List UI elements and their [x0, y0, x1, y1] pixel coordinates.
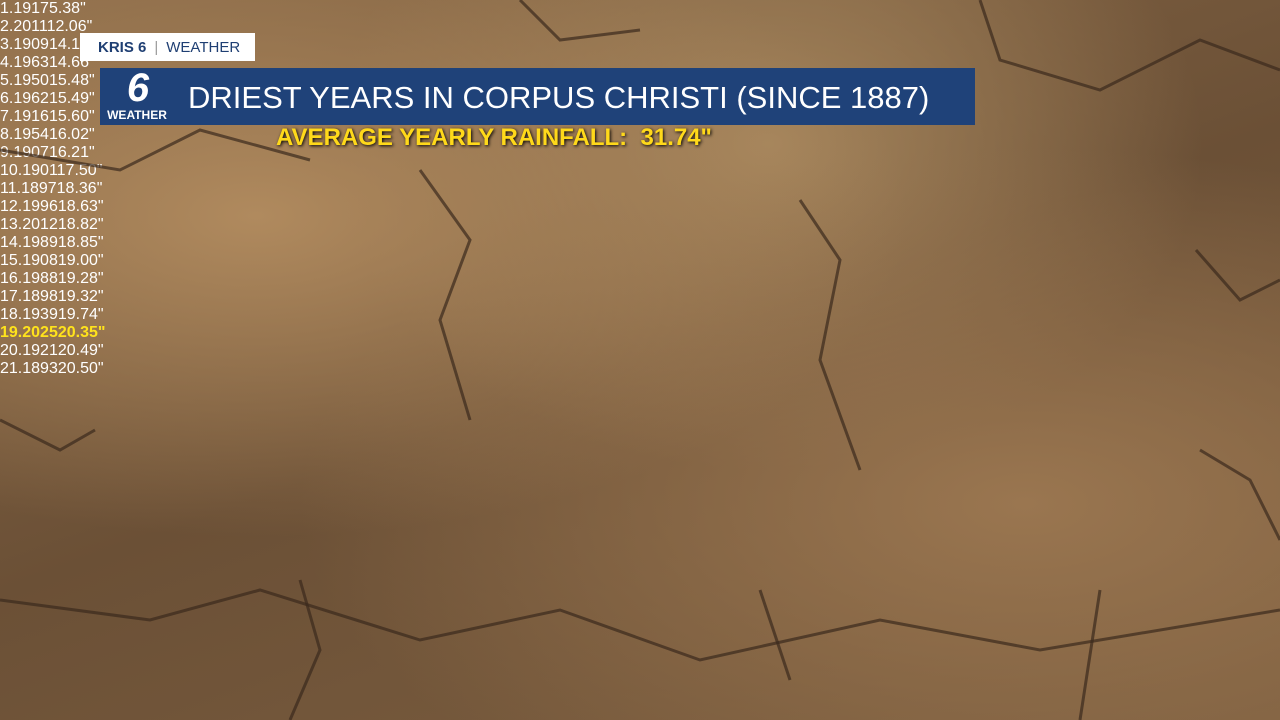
year: 2011: [13, 18, 47, 35]
rank: 8.: [0, 126, 14, 143]
rainfall: 20.50": [57, 360, 104, 377]
rainfall: 19.32": [57, 288, 104, 305]
table-row: 14.198918.85": [0, 234, 327, 252]
rank: 3.: [0, 36, 14, 53]
table-row: 5.195015.48": [0, 72, 316, 90]
year: 2025: [22, 324, 58, 341]
logo-text: WEATHER: [107, 108, 167, 122]
rank: 6.: [0, 90, 14, 107]
rank: 19.: [0, 324, 23, 341]
year: 1916: [13, 108, 49, 125]
rainfall: 5.38": [48, 0, 86, 17]
rainfall: 15.49": [48, 90, 95, 107]
table-row: 20.192120.49": [0, 342, 328, 360]
rainfall: 19.00": [57, 252, 104, 269]
title-bar: [100, 68, 975, 125]
station-tag: KRIS 6 | WEATHER: [80, 33, 255, 61]
title: DRIEST YEARS IN CORPUS CHRISTI (SINCE 18…: [188, 80, 930, 115]
year: 2012: [22, 216, 58, 233]
rank: 12.: [0, 198, 23, 215]
year: 1950: [13, 72, 49, 89]
rainfall: 18.63": [57, 198, 104, 215]
rank: 11.: [0, 180, 22, 197]
table-row: 11.189718.36": [0, 180, 327, 198]
year: 1917: [13, 0, 49, 17]
table-row: 13.201218.82": [0, 216, 327, 234]
rank: 20.: [0, 342, 23, 359]
year: 1909: [13, 36, 49, 53]
table-row: 2.201112.06": [0, 18, 316, 36]
year: 1897: [21, 180, 57, 197]
rainfall: 20.35": [57, 324, 106, 341]
table-row: 4.196314.66": [0, 54, 316, 72]
rank: 5.: [0, 72, 14, 89]
rainfall: 15.48": [48, 72, 95, 89]
table-panel: 15.190819.00" 16.198819.28" 17.189819.32" 1…: [0, 252, 328, 378]
year: 1939: [22, 306, 58, 323]
rank: 14.: [0, 234, 23, 251]
rank: 2.: [0, 18, 14, 35]
year: 1898: [22, 288, 58, 305]
year: 1996: [22, 198, 58, 215]
rank: 1.: [0, 0, 14, 17]
subtitle: AVERAGE YEARLY RAINFALL: 31.74": [276, 124, 712, 151]
table-row: 8.195416.02": [0, 126, 327, 144]
rank: 17.: [0, 288, 23, 305]
table-row: 21.189320.50": [0, 360, 328, 378]
rainfall: 20.49": [57, 342, 104, 359]
table-row: 12.199618.63": [0, 198, 327, 216]
table-row: 15.190819.00": [0, 252, 328, 270]
table-row: 18.193919.74": [0, 306, 328, 324]
rank: 10.: [0, 162, 23, 179]
table-row: 7.191615.60": [0, 108, 316, 126]
rainfall: 19.74": [57, 306, 104, 323]
rank: 21.: [0, 360, 23, 377]
year: 1901: [22, 162, 57, 179]
table-row: 1.19175.38": [0, 0, 316, 18]
table-row: 19.202520.35": [0, 324, 328, 342]
table: 1.19175.38" 2.201112.06" 3.190914.10" 4.196…: [0, 0, 328, 378]
table-row: 6.196215.49": [0, 90, 316, 108]
rainfall: 18.82": [57, 216, 104, 233]
rank: 4.: [0, 54, 14, 71]
rainfall: 15.60": [48, 108, 95, 125]
table-row: 16.198819.28": [0, 270, 328, 288]
rank: 15.: [0, 252, 23, 269]
table-panel: 1.19175.38" 2.201112.06" 3.190914.10" 4.196…: [0, 0, 316, 126]
year: 1963: [13, 54, 49, 71]
rainfall: 18.36": [56, 180, 103, 197]
rainfall: 18.85": [57, 234, 104, 251]
year: 1893: [22, 360, 58, 377]
rank: 13.: [0, 216, 23, 233]
rainfall: 19.28": [57, 270, 104, 287]
year: 1908: [22, 252, 58, 269]
year: 1989: [22, 234, 58, 251]
section: WEATHER: [166, 38, 241, 56]
table-row: 17.189819.32": [0, 288, 328, 306]
rank: 7.: [0, 108, 14, 125]
rainfall: 16.21": [48, 144, 95, 161]
rank: 18.: [0, 306, 23, 323]
year: 1954: [13, 126, 49, 143]
station: KRIS 6: [98, 38, 147, 56]
rank: 16.: [0, 270, 23, 287]
year: 1988: [22, 270, 58, 287]
year: 1962: [13, 90, 49, 107]
rainfall: 12.06": [46, 18, 93, 35]
logo-number: 6: [126, 66, 150, 110]
year: 1921: [22, 342, 58, 359]
rainfall: 16.02": [48, 126, 95, 143]
